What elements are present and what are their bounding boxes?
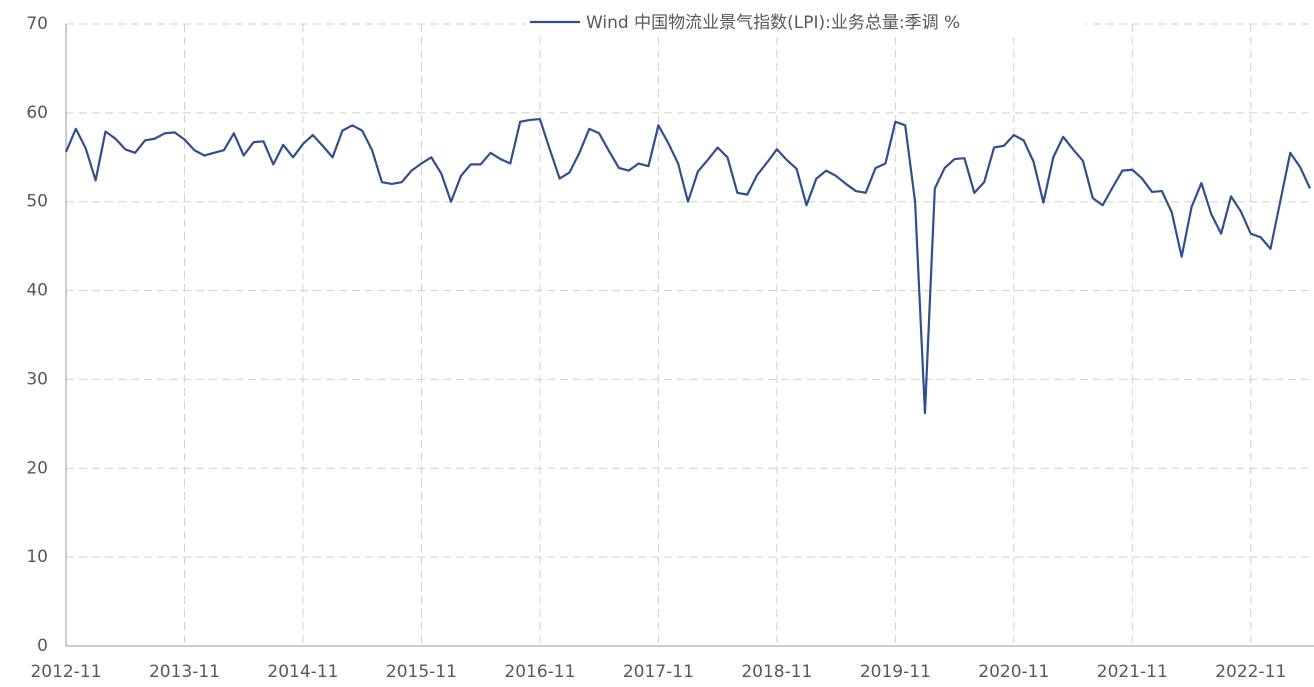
y-tick-label: 0 [37,636,48,656]
x-tick-label: 2012-11 [30,662,101,682]
y-tick-label: 60 [26,103,48,123]
y-tick-label: 40 [26,281,48,301]
x-tick-label: 2022-11 [1215,662,1286,682]
y-tick-label: 20 [26,458,48,478]
x-tick-label: 2016-11 [504,662,575,682]
legend-label: Wind 中国物流业景气指数(LPI):业务总量:季调 % [586,13,960,33]
x-tick-label: 2013-11 [149,662,220,682]
x-tick-label: 2021-11 [1097,662,1168,682]
data-line [64,117,1311,415]
x-tick-label: 2015-11 [386,662,457,682]
y-tick-label: 10 [26,547,48,567]
y-tick-label: 30 [26,369,48,389]
x-tick-label: 2018-11 [741,662,812,682]
x-tick-label: 2019-11 [860,662,931,682]
x-tick-label: 2020-11 [978,662,1049,682]
y-tick-label: 50 [26,192,48,212]
legend-background [526,10,1086,36]
y-tick-label: 70 [26,14,48,34]
x-tick-label: 2014-11 [267,662,338,682]
x-tick-label: 2017-11 [623,662,694,682]
